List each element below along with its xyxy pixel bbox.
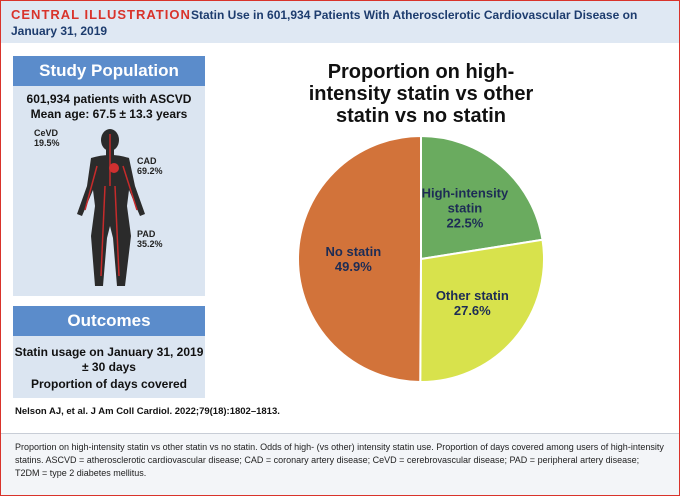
slice-value: 49.9% xyxy=(334,258,372,274)
pie-slice xyxy=(296,134,422,384)
condition-value: 19.5% xyxy=(34,138,60,148)
panel-line: Statin usage on January 31, 2019 xyxy=(14,345,204,359)
slice-value: 27.6% xyxy=(453,303,491,319)
condition-name: CeVD xyxy=(34,128,59,138)
pie-slice xyxy=(420,134,544,261)
slice-name: No statin xyxy=(325,243,382,259)
condition-name: PAD xyxy=(137,229,156,239)
condition-value: 69.2% xyxy=(137,166,163,176)
heart-icon xyxy=(109,163,119,173)
chart-title: Proportion on high-intensity statin vs o… xyxy=(308,61,534,127)
human-figure xyxy=(77,129,145,286)
header-band xyxy=(1,1,679,43)
slice-name: High-intensity statin xyxy=(421,185,509,216)
caption-box xyxy=(1,433,679,495)
header-title: Statin Use in 601,934 Patients With Athe… xyxy=(11,8,638,38)
slice-label: No statin 49.9% xyxy=(298,244,408,274)
panel-line: Mean age: 67.5 ± 13.3 years xyxy=(30,107,188,121)
pie-slice xyxy=(419,238,545,383)
slice-value: 22.5% xyxy=(446,215,484,231)
header-label: CENTRAL ILLUSTRATION xyxy=(11,7,191,22)
condition-value: 35.2% xyxy=(137,239,163,249)
panel-heading: Study Population xyxy=(13,56,205,86)
caption: Proportion on high-intensity statin vs o… xyxy=(15,442,664,478)
slice-label: High-intensity statin 22.5% xyxy=(410,185,520,230)
panel-line: 601,934 patients with ASCVD xyxy=(26,92,192,106)
slice-name: Other statin xyxy=(435,288,509,304)
panel-line: ± 30 days xyxy=(82,360,136,374)
panel-heading: Outcomes xyxy=(13,306,205,336)
slice-label: Other statin 27.6% xyxy=(417,288,527,318)
panel-line: Proportion of days covered xyxy=(30,377,188,391)
citation: Nelson AJ, et al. J Am Coll Cardiol. 202… xyxy=(15,406,280,417)
condition-name: CAD xyxy=(137,156,157,166)
